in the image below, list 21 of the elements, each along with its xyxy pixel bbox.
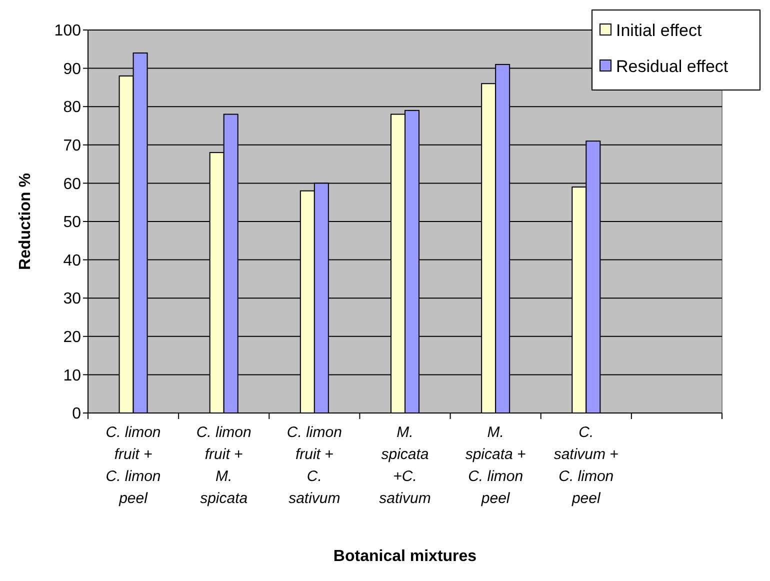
y-tick-label: 50 [63,214,82,232]
y-tick-label: 20 [63,329,82,346]
x-tick-label: M. spicata + C. limon peel [465,424,526,507]
y-tick-label: 40 [63,252,82,270]
y-axis-title: Reduction % [17,173,34,270]
y-tick-label: 10 [63,367,82,384]
x-axis-title: Botanical mixtures [333,548,477,565]
y-tick-label: 60 [63,176,82,193]
x-tick-label: C. limon fruit + C. limon peel [106,424,161,507]
x-tick-label: M. spicata +C. sativum [379,424,431,507]
y-tick-label: 90 [63,60,82,78]
legend-label: Residual effect [616,56,728,76]
y-tick-label: 100 [54,22,82,40]
x-tick-label: C. limon fruit + C. sativum [286,424,342,507]
legend-label: Initial effect [616,20,702,40]
y-tick-label: 30 [63,290,82,308]
y-tick-label: 80 [63,99,82,116]
y-tick-label: 70 [63,138,82,154]
y-tick-label: 0 [72,406,82,423]
x-tick-label: C. limon fruit + M. spicata [196,424,252,507]
x-tick-label: C. sativum + C. limon peel [554,424,619,507]
